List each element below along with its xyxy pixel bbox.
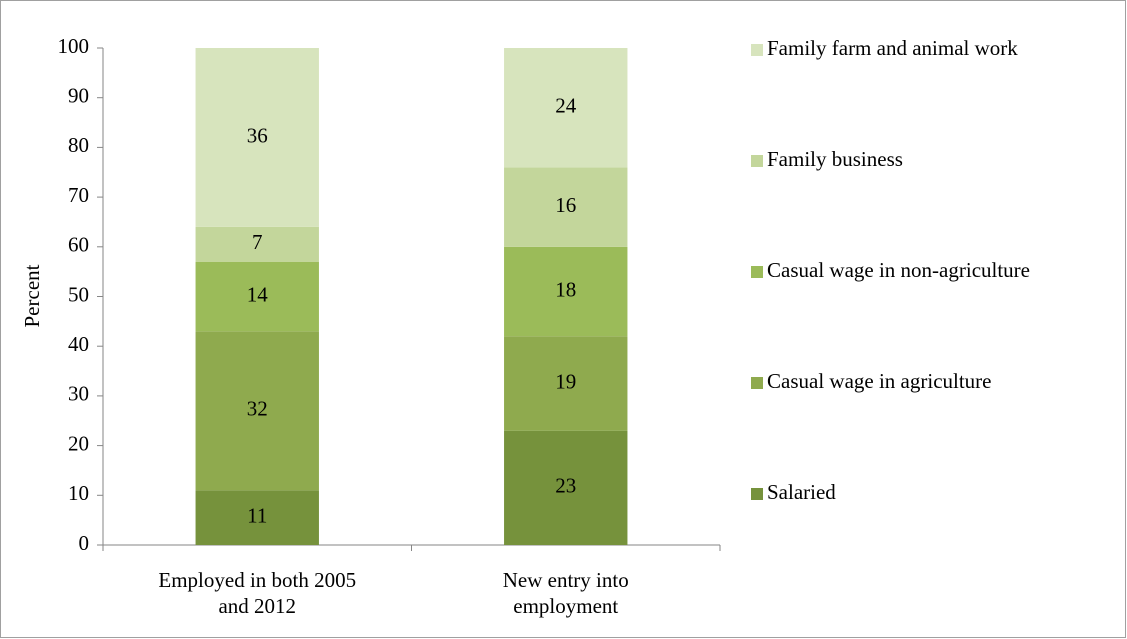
bar-segment — [195, 48, 319, 227]
data-label: 36 — [247, 123, 268, 147]
data-label: 24 — [555, 93, 577, 117]
legend-swatch — [751, 266, 763, 278]
legend-swatch — [751, 44, 763, 56]
x-tick-label: Employed in both 2005 and 2012 — [158, 568, 357, 618]
y-tick-label: 70 — [68, 183, 89, 207]
data-label: 18 — [555, 277, 576, 301]
y-tick-label: 60 — [68, 233, 89, 257]
data-label: 19 — [555, 369, 576, 393]
y-tick-label: 10 — [68, 481, 89, 505]
y-tick-label: 100 — [58, 34, 90, 58]
data-label: 14 — [247, 282, 269, 306]
bar-segment — [504, 336, 628, 431]
legend-swatch — [751, 488, 763, 500]
data-label: 16 — [555, 193, 576, 217]
data-label: 11 — [247, 503, 267, 527]
bar-segment — [504, 48, 628, 168]
y-axis-label: Percent — [20, 264, 44, 327]
legend-label: Salaried — [767, 480, 836, 504]
bar-segment — [195, 226, 319, 262]
y-tick-label: 20 — [68, 431, 89, 455]
legend-label: Casual wage in agriculture — [767, 369, 992, 393]
legend-label: Family farm and animal work — [767, 36, 1018, 60]
legend-swatch — [751, 377, 763, 389]
y-tick-label: 50 — [68, 282, 89, 306]
legend-label: Casual wage in non-agriculture — [767, 258, 1030, 282]
bar-segment — [504, 430, 628, 545]
y-tick-label: 0 — [79, 531, 90, 555]
data-label: 32 — [247, 397, 268, 421]
y-tick-label: 90 — [68, 84, 89, 108]
bar-segment — [195, 331, 319, 491]
y-tick-label: 80 — [68, 133, 89, 157]
bar-segment — [195, 261, 319, 332]
legend-swatch — [751, 155, 763, 167]
bar-segment — [504, 246, 628, 337]
y-tick-label: 30 — [68, 382, 89, 406]
data-label: 23 — [555, 474, 576, 498]
bar-segment — [195, 490, 319, 545]
legend-label: Family business — [767, 147, 903, 171]
x-tick-label: New entry into employment — [502, 568, 629, 618]
data-label: 7 — [252, 230, 263, 254]
bar-segment — [504, 167, 628, 247]
y-tick-label: 40 — [68, 332, 89, 356]
